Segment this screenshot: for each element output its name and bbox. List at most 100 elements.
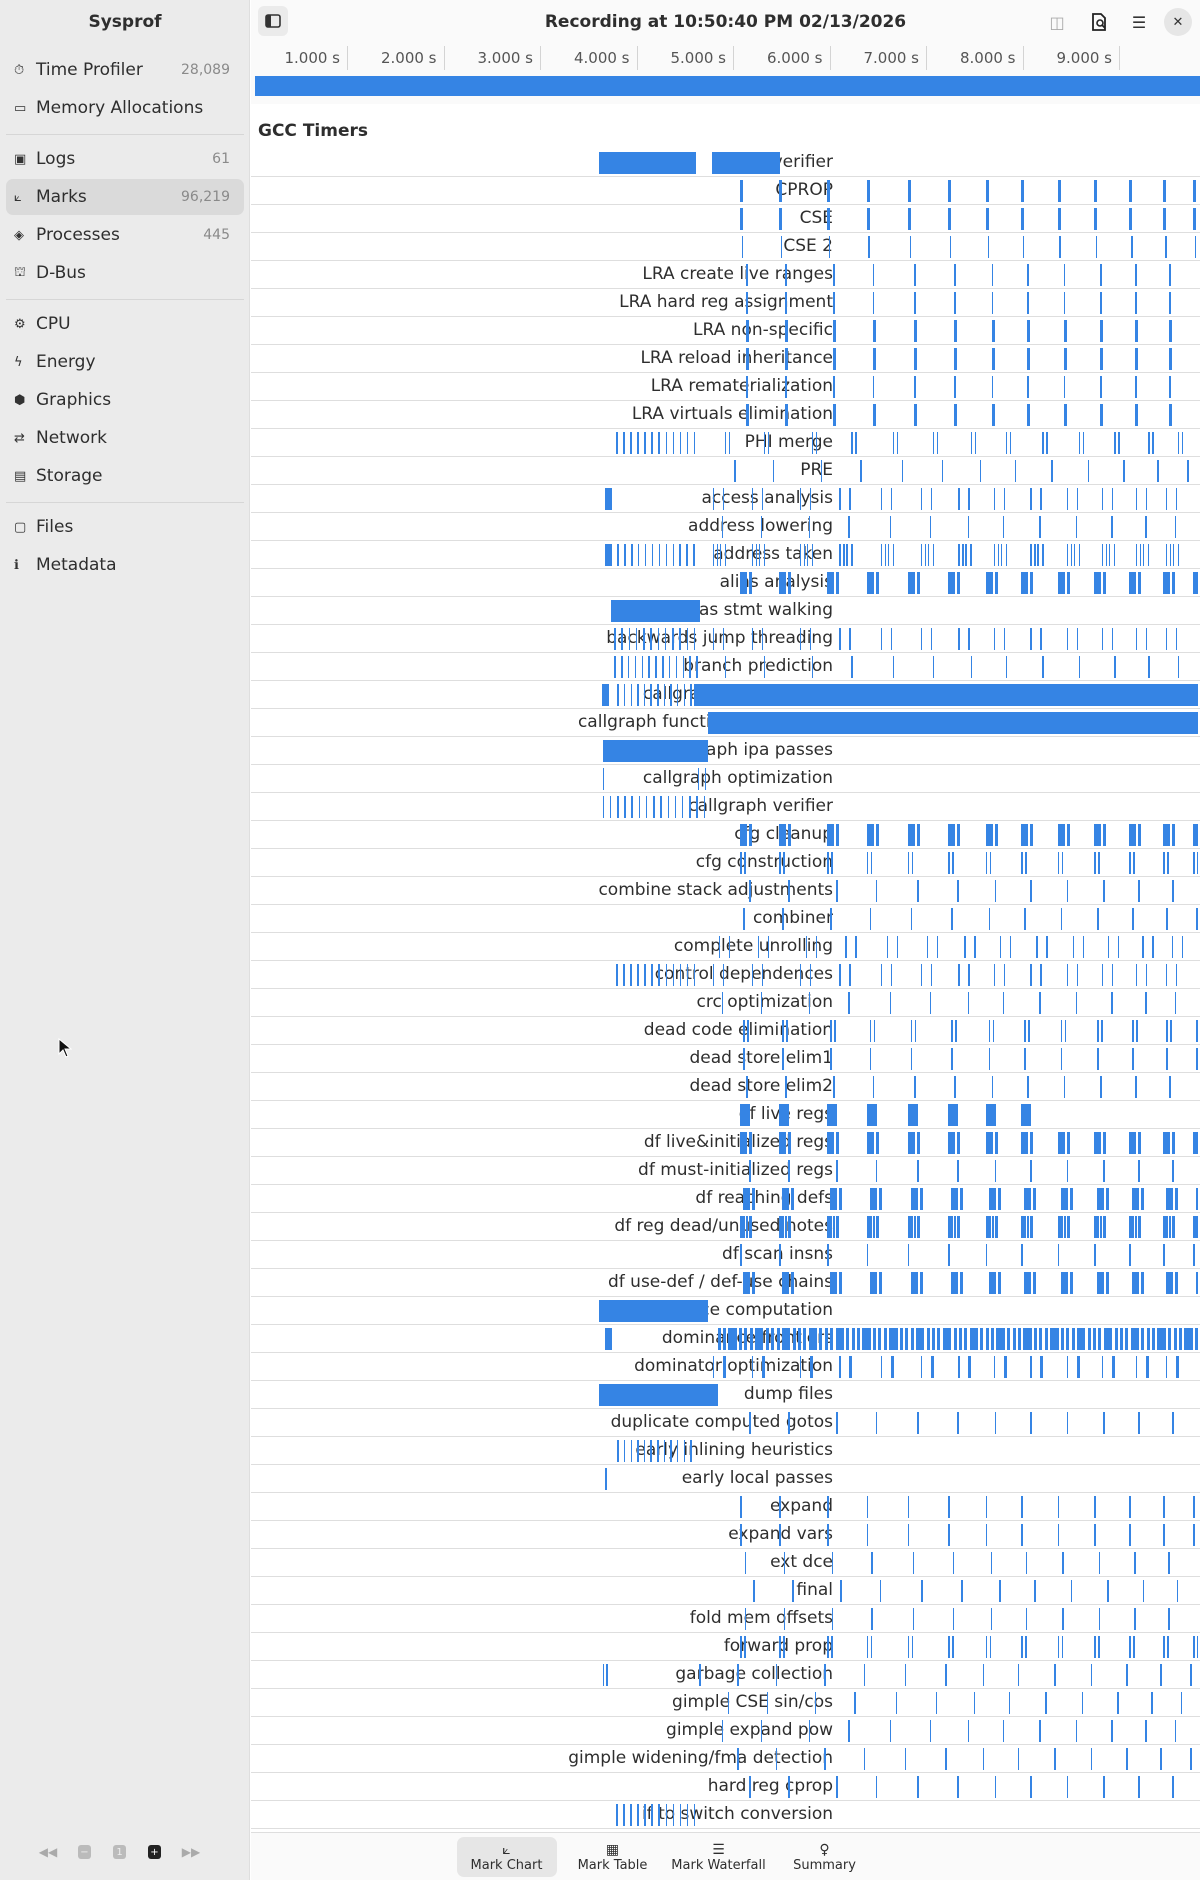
mark-tick[interactable] [951, 1048, 953, 1070]
mark-tick[interactable] [751, 488, 754, 510]
mark-tick[interactable] [975, 1328, 979, 1350]
mark-tick[interactable] [787, 1328, 791, 1350]
mark-tick[interactable] [883, 1328, 887, 1350]
mark-tick[interactable] [1138, 1216, 1142, 1238]
mark-tick[interactable] [907, 1496, 910, 1518]
mark-tick[interactable] [783, 1636, 785, 1658]
mark-tick[interactable] [827, 1636, 829, 1658]
mark-tick[interactable] [1119, 1328, 1123, 1350]
mark-tick[interactable] [662, 656, 664, 678]
mark-tick[interactable] [1055, 1328, 1059, 1350]
mark-tick[interactable] [808, 992, 811, 1014]
mark-tick[interactable] [985, 1216, 991, 1238]
mark-tick[interactable] [936, 432, 939, 454]
mark-tick[interactable] [836, 1160, 838, 1182]
mark-tick[interactable] [860, 460, 862, 482]
mark-tick[interactable] [779, 180, 782, 202]
mark-tick[interactable] [907, 572, 915, 594]
mark-tick[interactable] [875, 824, 879, 846]
mark-tick[interactable] [1136, 1020, 1138, 1042]
mark-tick[interactable] [665, 544, 668, 566]
mark-tick[interactable] [872, 1216, 875, 1238]
mark-tick[interactable] [840, 1328, 844, 1350]
mark-tick[interactable] [658, 544, 661, 566]
mark-tick[interactable] [889, 992, 892, 1014]
mark-tick[interactable] [1040, 628, 1042, 650]
mark-tick[interactable] [1082, 1328, 1086, 1350]
mark-tick[interactable] [985, 852, 988, 874]
mark-tick[interactable] [631, 544, 633, 566]
mark-tick[interactable] [1064, 1020, 1067, 1042]
mark-tick[interactable] [994, 572, 998, 594]
mark-tick[interactable] [872, 404, 876, 426]
mark-tick[interactable] [1193, 1244, 1195, 1266]
mark-tick[interactable] [1057, 1216, 1063, 1238]
mark-tick[interactable] [1060, 1328, 1064, 1350]
mark-tick[interactable] [1027, 292, 1029, 314]
mark-tick[interactable] [751, 1356, 754, 1378]
mark-tick[interactable] [985, 1524, 988, 1546]
mark-tick[interactable] [992, 1020, 995, 1042]
mark-tick[interactable] [846, 1328, 850, 1350]
mark-tick[interactable] [833, 404, 837, 426]
mark-tick[interactable] [1175, 964, 1178, 986]
mark-tick[interactable] [892, 544, 895, 566]
mark-tick[interactable] [1163, 180, 1167, 202]
mark-tick[interactable] [721, 992, 724, 1014]
mark-tick[interactable] [1025, 1608, 1028, 1630]
mark-tick[interactable] [828, 236, 831, 258]
mark-tick[interactable] [1145, 992, 1147, 1014]
mark-tick[interactable] [785, 404, 789, 426]
mark-tick[interactable] [1177, 544, 1180, 566]
mark-tick[interactable] [866, 208, 870, 230]
mark-tick[interactable] [749, 1160, 751, 1182]
mark-tick[interactable] [1076, 1356, 1080, 1378]
mark-tick[interactable] [932, 432, 935, 454]
mark-tick[interactable] [1014, 460, 1017, 482]
mark-tick[interactable] [1135, 404, 1139, 426]
mark-tick[interactable] [951, 908, 953, 930]
mark-tick[interactable] [985, 1328, 989, 1350]
mark-tick[interactable] [1039, 992, 1041, 1014]
mark-tick[interactable] [968, 628, 970, 650]
mark-tick[interactable] [1169, 264, 1171, 286]
mark-tick[interactable] [1066, 964, 1069, 986]
mark-tick[interactable] [1196, 1272, 1198, 1294]
mark-tick[interactable] [997, 544, 1000, 566]
sidebar-item-graphics[interactable]: ⬢ Graphics [6, 382, 244, 418]
mark-tick[interactable] [958, 544, 960, 566]
mark-tick[interactable] [691, 600, 695, 622]
mark-tick[interactable] [613, 600, 617, 622]
mark-tick[interactable] [836, 572, 840, 594]
mark-tick[interactable] [871, 1552, 873, 1574]
mark-tick[interactable] [686, 1804, 689, 1826]
mark-tick[interactable] [674, 796, 677, 818]
mark-tick[interactable] [1090, 1664, 1093, 1686]
mark-tick[interactable] [1172, 1776, 1174, 1798]
mark-tick[interactable] [1101, 628, 1104, 650]
mark-tick[interactable] [988, 1048, 991, 1070]
mark-tick[interactable] [1024, 1048, 1026, 1070]
mark-tick[interactable] [683, 684, 686, 706]
mark-tick[interactable] [1169, 320, 1173, 342]
mark-tick[interactable] [914, 1076, 916, 1098]
mark-tick[interactable] [869, 1020, 872, 1042]
mark-tick[interactable] [845, 936, 847, 958]
mark-tick[interactable] [624, 796, 626, 818]
mark-tick[interactable] [1100, 1076, 1102, 1098]
mark-tick[interactable] [1021, 1216, 1027, 1238]
mark-tick[interactable] [890, 1356, 894, 1378]
mark-tick[interactable] [693, 432, 696, 454]
mark-tick[interactable] [909, 236, 912, 258]
mark-tick[interactable] [1169, 544, 1172, 566]
mark-tick[interactable] [830, 908, 832, 930]
mark-tick[interactable] [1076, 628, 1079, 650]
mark-tick[interactable] [920, 1356, 923, 1378]
mark-tick[interactable] [985, 180, 989, 202]
mark-tick[interactable] [782, 1188, 790, 1210]
mark-tick[interactable] [760, 1328, 764, 1350]
mark-tick[interactable] [1189, 1328, 1193, 1350]
mark-tick[interactable] [1097, 1020, 1099, 1042]
mark-tick[interactable] [958, 1356, 960, 1378]
mark-tick[interactable] [1100, 348, 1104, 370]
